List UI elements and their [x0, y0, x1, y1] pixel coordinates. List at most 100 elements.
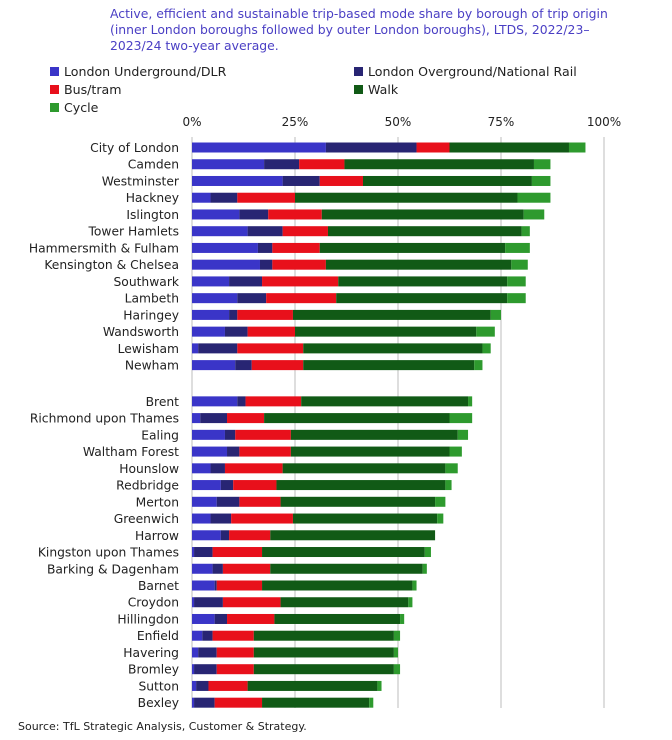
bar-segment: [282, 226, 328, 237]
bar-segment: [259, 259, 273, 270]
bar-segment: [192, 597, 195, 608]
bar-segment: [192, 396, 238, 407]
category-label: Newham: [125, 359, 179, 373]
bar-segment: [214, 580, 217, 591]
bar-segment: [400, 613, 405, 624]
bar-segment: [523, 209, 545, 220]
bar-segment: [568, 142, 586, 153]
bar-segment: [229, 309, 238, 320]
category-label: Hillingdon: [117, 612, 179, 626]
bar-segment: [274, 613, 401, 624]
category-label: Harrow: [135, 529, 179, 543]
bar-segment: [445, 463, 458, 474]
category-label: Merton: [136, 495, 179, 509]
bar-segment: [237, 396, 246, 407]
bar-segment: [422, 563, 427, 574]
bar-segment: [490, 309, 501, 320]
legend-item-overground: London Overground/National Rail: [354, 64, 577, 79]
bar-segment: [220, 530, 230, 541]
bar-segment: [416, 142, 450, 153]
category-label: Waltham Forest: [83, 445, 179, 459]
bar-segment: [210, 513, 232, 524]
category-label: Croydon: [128, 596, 179, 610]
bar-segment: [235, 360, 252, 371]
bar-segment: [282, 175, 320, 186]
bar-segment: [229, 276, 263, 287]
x-tick-label: 100%: [587, 115, 621, 129]
bar-segment: [237, 192, 295, 203]
bar-segment: [192, 480, 221, 491]
bar-segment: [301, 396, 469, 407]
bar-segment: [222, 563, 271, 574]
bar-segment: [216, 647, 254, 658]
bar-segment: [521, 226, 530, 237]
category-label: Islington: [126, 208, 179, 222]
bar-segment: [227, 613, 275, 624]
bar-segment: [290, 446, 450, 457]
bar-segment: [237, 309, 293, 320]
bar-segment: [505, 242, 530, 253]
legend-label-cycle: Cycle: [64, 100, 99, 115]
legend-item-cycle: Cycle: [50, 100, 98, 115]
bar-segment: [424, 547, 431, 558]
bar-segment: [192, 226, 248, 237]
bar-segment: [247, 326, 295, 337]
x-tick-label: 50%: [385, 115, 412, 129]
bar-segment: [319, 175, 363, 186]
legend-label-walk: Walk: [368, 82, 399, 97]
bar-segment: [253, 647, 394, 658]
bar-segment: [262, 580, 413, 591]
legend-item-walk: Walk: [354, 82, 398, 97]
legend-label-underground: London Underground/DLR: [64, 64, 227, 79]
bar-segment: [192, 580, 215, 591]
bar-segment: [292, 513, 438, 524]
category-label: Kingston upon Thames: [38, 546, 179, 560]
bar-segment: [239, 209, 269, 220]
bar-segment: [280, 496, 436, 507]
chart-title: Active, efficient and sustainable trip-b…: [110, 6, 608, 53]
bar-segment: [198, 647, 217, 658]
category-label: Greenwich: [114, 512, 179, 526]
category-label: Enfield: [137, 629, 179, 643]
category-label: Lambeth: [125, 292, 179, 306]
bar-segment: [268, 209, 322, 220]
bar-segment: [212, 630, 254, 641]
bar-segment: [233, 480, 277, 491]
bar-segment: [192, 630, 203, 641]
bar-segment: [325, 259, 512, 270]
bar-segment: [262, 276, 339, 287]
bar-segment: [220, 480, 234, 491]
bar-segment: [474, 360, 483, 371]
bar-segment: [531, 175, 551, 186]
bar-segment: [292, 309, 491, 320]
bar-segment: [192, 343, 199, 354]
legend-item-bus: Bus/tram: [50, 82, 122, 97]
bar-segment: [393, 664, 401, 675]
bar-segment: [408, 597, 413, 608]
bar-segment: [214, 697, 263, 708]
legend-swatch-walk: [354, 85, 363, 94]
category-label: Redbridge: [116, 479, 179, 493]
bar-segment: [216, 580, 263, 591]
bar-segment: [208, 680, 248, 691]
bar-segment: [533, 159, 551, 170]
bar-segment: [336, 293, 508, 304]
bar-segment: [270, 530, 436, 541]
bar-segment: [216, 496, 240, 507]
bar-segment: [276, 480, 446, 491]
bar-segment: [227, 413, 265, 424]
category-label: Hammersmith & Fulham: [29, 241, 179, 255]
legend-swatch-bus: [50, 85, 59, 94]
bar-segment: [247, 226, 283, 237]
bar-segment: [227, 446, 240, 457]
bar-segment: [192, 563, 213, 574]
bar-segment: [482, 343, 491, 354]
bar-segment: [362, 175, 532, 186]
bar-segment: [192, 192, 211, 203]
bar-segment: [192, 664, 195, 675]
bar-segment: [257, 242, 273, 253]
bar-segment: [192, 159, 265, 170]
bar-segment: [192, 360, 236, 371]
category-label: Bexley: [138, 696, 179, 710]
bar-segment: [369, 697, 374, 708]
